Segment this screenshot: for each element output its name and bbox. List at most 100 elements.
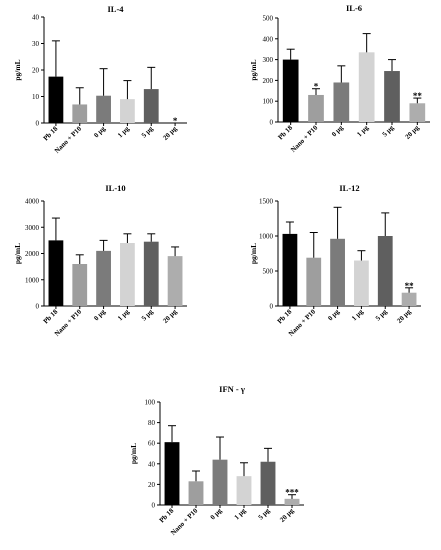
bar-pb-18 xyxy=(48,240,64,306)
y-tick-label: 1500 xyxy=(259,198,274,206)
y-tick-label: 1000 xyxy=(259,233,274,241)
y-tick-label: 10 xyxy=(32,93,40,101)
x-tick-label: 0 μg xyxy=(330,123,345,138)
bar-nano-p10 xyxy=(72,264,88,306)
bar-20-g xyxy=(284,498,300,505)
x-tick-label: Pb 18 xyxy=(158,506,176,524)
y-tick-label: 500 xyxy=(263,268,274,276)
y-axis-label: pg/mL xyxy=(249,59,258,80)
bar-5-g xyxy=(143,89,159,123)
bar-0-g xyxy=(333,82,350,122)
y-tick-label: 100 xyxy=(263,98,274,106)
bar-20-g xyxy=(409,103,426,122)
chart-title: IFN - γ xyxy=(219,384,245,394)
x-tick-label: Pb 18 xyxy=(276,123,294,141)
bar-5-g xyxy=(384,71,400,122)
x-tick-label: Pb 18 xyxy=(42,307,60,325)
x-tick-label: 0 μg xyxy=(326,307,341,322)
y-tick-label: 500 xyxy=(263,15,274,23)
bar-nano-p10 xyxy=(306,257,322,306)
x-tick-label: 5 μg xyxy=(374,307,389,322)
significance-mark: ** xyxy=(405,281,415,291)
y-tick-label: 4000 xyxy=(25,198,40,206)
x-tick-label: 1 μg xyxy=(233,506,248,521)
chart-title: IL-4 xyxy=(107,4,124,14)
y-tick-label: 2000 xyxy=(25,250,40,258)
x-tick-label: 1 μg xyxy=(350,307,365,322)
x-tick-label: 1 μg xyxy=(116,307,131,322)
bar-pb-18 xyxy=(164,442,180,505)
x-tick-label: 20 μg xyxy=(161,124,178,141)
y-tick-label: 200 xyxy=(263,77,274,85)
y-tick-label: 0 xyxy=(152,502,156,510)
x-tick-label: 5 μg xyxy=(257,506,272,521)
bar-1-g xyxy=(120,243,135,306)
significance-mark: * xyxy=(173,116,178,126)
bar-nano-p10 xyxy=(72,104,88,123)
y-tick-label: 0 xyxy=(270,303,274,311)
y-tick-label: 40 xyxy=(32,14,40,22)
bar-nano-p10 xyxy=(308,94,324,122)
significance-mark: ** xyxy=(413,91,423,101)
y-tick-label: 0 xyxy=(270,119,274,127)
x-tick-label: 20 μg xyxy=(161,307,178,324)
x-tick-label: 20 μg xyxy=(278,506,295,523)
y-tick-label: 30 xyxy=(32,40,40,48)
y-tick-label: 0 xyxy=(36,120,40,128)
chart-title: IL-6 xyxy=(346,3,362,13)
y-tick-label: 20 xyxy=(32,67,40,75)
bar-20-g xyxy=(167,256,183,306)
y-axis-label: pg/mL xyxy=(249,243,258,264)
chart-title: IL-12 xyxy=(339,183,359,193)
bar-pb-18 xyxy=(48,76,64,123)
y-tick-label: 20 xyxy=(148,481,156,489)
x-tick-label: 0 μg xyxy=(92,124,107,139)
bar-5-g xyxy=(377,236,393,306)
x-tick-label: 20 μg xyxy=(395,307,412,324)
y-tick-label: 1000 xyxy=(25,276,40,284)
significance-mark: * xyxy=(314,82,319,92)
bar-0-g xyxy=(330,238,345,306)
x-tick-label: 0 μg xyxy=(209,506,224,521)
bar-5-g xyxy=(143,241,159,306)
bar-1-g xyxy=(358,52,375,122)
y-axis-label: pg/mL xyxy=(13,59,22,80)
y-axis-label: pg/mL xyxy=(13,243,22,264)
y-tick-label: 0 xyxy=(36,303,40,311)
x-tick-label: Nano + P10 xyxy=(289,123,320,154)
bar-1-g xyxy=(236,476,252,505)
bar-pb-18 xyxy=(282,59,299,122)
bar-nano-p10 xyxy=(188,481,204,505)
bar-0-g xyxy=(96,250,111,306)
bar-0-g xyxy=(212,459,228,505)
y-tick-label: 3000 xyxy=(25,224,40,232)
x-tick-label: 1 μg xyxy=(355,123,370,138)
bar-1-g xyxy=(120,99,135,123)
x-tick-label: 5 μg xyxy=(140,124,155,139)
x-tick-label: Pb 18 xyxy=(42,124,60,142)
x-tick-label: 0 μg xyxy=(92,307,107,322)
x-tick-label: 5 μg xyxy=(381,123,396,138)
y-tick-label: 80 xyxy=(148,419,156,427)
x-tick-label: 1 μg xyxy=(116,124,131,139)
y-tick-label: 300 xyxy=(263,56,274,64)
bar-1-g xyxy=(354,260,369,306)
y-tick-label: 100 xyxy=(145,399,156,407)
significance-mark: *** xyxy=(285,488,299,498)
y-tick-label: 400 xyxy=(263,35,274,43)
x-tick-label: 20 μg xyxy=(404,123,421,140)
chart-title: IL-10 xyxy=(105,183,125,193)
y-tick-label: 40 xyxy=(148,460,156,468)
bar-20-g xyxy=(401,292,417,306)
bar-pb-18 xyxy=(282,233,298,306)
x-tick-label: 5 μg xyxy=(140,307,155,322)
x-tick-label: Pb 18 xyxy=(276,307,294,325)
bar-0-g xyxy=(96,95,111,123)
bar-5-g xyxy=(260,461,276,505)
